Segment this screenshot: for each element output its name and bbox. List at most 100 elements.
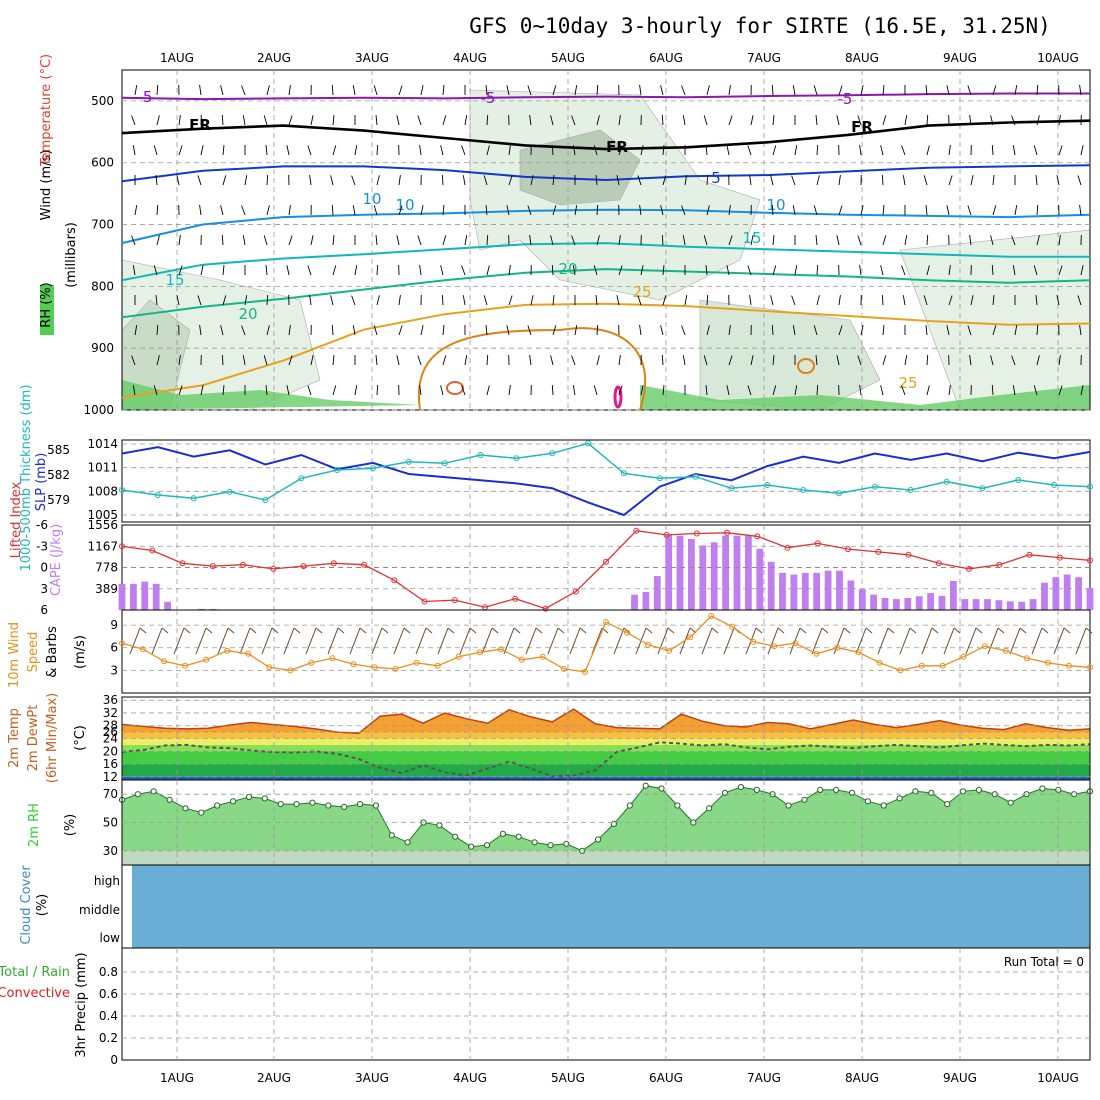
wind10-barb-flag-41 <box>1041 627 1049 634</box>
wind10-barb-10 <box>349 627 361 655</box>
wind-barb-57 <box>417 115 422 126</box>
wind-barb-264 <box>132 265 136 276</box>
slp-line <box>121 446 1091 517</box>
cape-bar-1 <box>130 583 137 610</box>
wind10-barb-21 <box>591 627 603 655</box>
wind-speed-point-20 <box>539 653 546 660</box>
wind-barb-56 <box>396 115 400 126</box>
wind-barb-194 <box>527 205 532 216</box>
wind10-barb-26 <box>701 627 713 655</box>
cape-bar-49 <box>676 535 684 610</box>
wind-barb-421 <box>682 355 686 366</box>
isotherm-label-6: 5 <box>711 169 721 187</box>
day-label-top-8: 9AUG <box>943 51 977 65</box>
wind-barb-416 <box>571 355 576 366</box>
wind-barb-450 <box>354 385 358 396</box>
rh-point-27 <box>547 842 554 849</box>
wind-barb-136 <box>222 175 227 186</box>
isotherm-0 <box>121 92 1090 101</box>
wind-barb-313 <box>244 295 248 306</box>
cape-bar-55 <box>745 535 752 610</box>
wind-barb-114 <box>705 145 708 156</box>
wind10-barb-flag-10 <box>359 627 367 634</box>
wind10-barb-24 <box>657 627 669 655</box>
wind-barb-227 <box>288 235 293 246</box>
wind-barb-180 <box>220 205 224 216</box>
wind-barb-261 <box>1036 235 1040 246</box>
wind-barb-71 <box>728 115 733 126</box>
wind-barb-391 <box>992 325 997 336</box>
temp-ytick-3: 26 <box>103 725 118 739</box>
wind10-barb-22 <box>613 627 625 655</box>
isotherm-label-0: -5 <box>138 88 153 106</box>
wind-barb-143 <box>376 175 380 186</box>
wind-barb-362 <box>352 325 356 336</box>
rh-point-21 <box>452 833 459 840</box>
wind-barb-352 <box>134 325 138 336</box>
cape-bar-53 <box>722 535 729 610</box>
wind-barb-121 <box>859 145 862 156</box>
wind-barb-92 <box>222 145 225 156</box>
precip-ylabel: 3hr Precip (mm) <box>74 952 89 1057</box>
wind-barb-324 <box>483 295 488 306</box>
thickness-point-25 <box>1015 477 1022 483</box>
upper-ytick-0: 500 <box>91 94 114 108</box>
wind-barb-371 <box>552 325 557 336</box>
isotherm-label-13: 20 <box>238 305 257 323</box>
wind-barb-3 <box>199 85 202 96</box>
wind-barb-157 <box>684 175 688 186</box>
wind-barb-4 <box>220 85 224 96</box>
cape-bar-70 <box>915 596 923 610</box>
wind-barb-287 <box>640 265 644 276</box>
wind-barb-336 <box>749 295 752 306</box>
li-point-8 <box>361 561 367 568</box>
wind-barb-24 <box>660 85 664 96</box>
rh-point-5 <box>198 809 205 816</box>
wind-barb-235 <box>464 235 468 246</box>
wind-barb-155 <box>637 175 642 186</box>
wind-barb-234 <box>442 235 447 246</box>
isotherm-label-9: 10 <box>395 196 414 214</box>
isotherm-loop-east <box>797 358 815 374</box>
thickness-point-16 <box>692 473 699 480</box>
li-point-2 <box>179 560 186 567</box>
wind-barb-170 <box>970 175 974 186</box>
rh-point-1 <box>134 791 141 798</box>
temp-ylabel-temp: 2m Temp <box>7 708 22 768</box>
wind-speed-point-0 <box>119 640 125 647</box>
cape-bar-68 <box>893 599 900 610</box>
wind10-barb-flag-9 <box>337 627 345 634</box>
upper-ytick-5: 1000 <box>83 403 114 417</box>
wind10-barb-flag-2 <box>183 627 191 634</box>
wind-barb-355 <box>199 325 202 336</box>
wind-barb-471 <box>816 384 819 396</box>
cape-bar-77 <box>995 600 1003 610</box>
wind-barb-454 <box>440 385 444 396</box>
wind-speed-point-42 <box>1002 647 1009 654</box>
cape-bar-73 <box>950 581 957 610</box>
cloud-level-1: middle <box>79 903 120 917</box>
wind-barb-251 <box>815 235 818 246</box>
wind-speed-point-19 <box>518 656 525 663</box>
thk-ytick-0: 585 <box>47 443 70 457</box>
wind-barb-36 <box>925 85 928 96</box>
wind10-barb-flag-34 <box>887 627 895 634</box>
slp-ytick-1: 1011 <box>87 461 118 475</box>
thickness-point-9 <box>441 460 448 467</box>
wind-barb-149 <box>508 175 513 186</box>
upper-ytick-2: 700 <box>91 218 114 232</box>
wind-barb-189 <box>420 205 424 216</box>
rh-point-23 <box>483 842 491 849</box>
wind10-barb-16 <box>481 627 493 655</box>
temp-ytick-1: 32 <box>103 706 118 720</box>
wind-barb-104 <box>486 145 490 156</box>
wind-barb-385 <box>860 325 864 336</box>
wind-barb-467 <box>726 385 730 396</box>
thickness-point-20 <box>836 490 842 497</box>
wind-barb-409 <box>417 355 422 366</box>
wind-barb-49 <box>242 115 246 126</box>
wind-barb-388 <box>925 325 928 336</box>
wind-barb-462 <box>618 385 623 396</box>
wind-barb-414 <box>529 355 532 366</box>
wind-barb-323 <box>462 295 466 306</box>
